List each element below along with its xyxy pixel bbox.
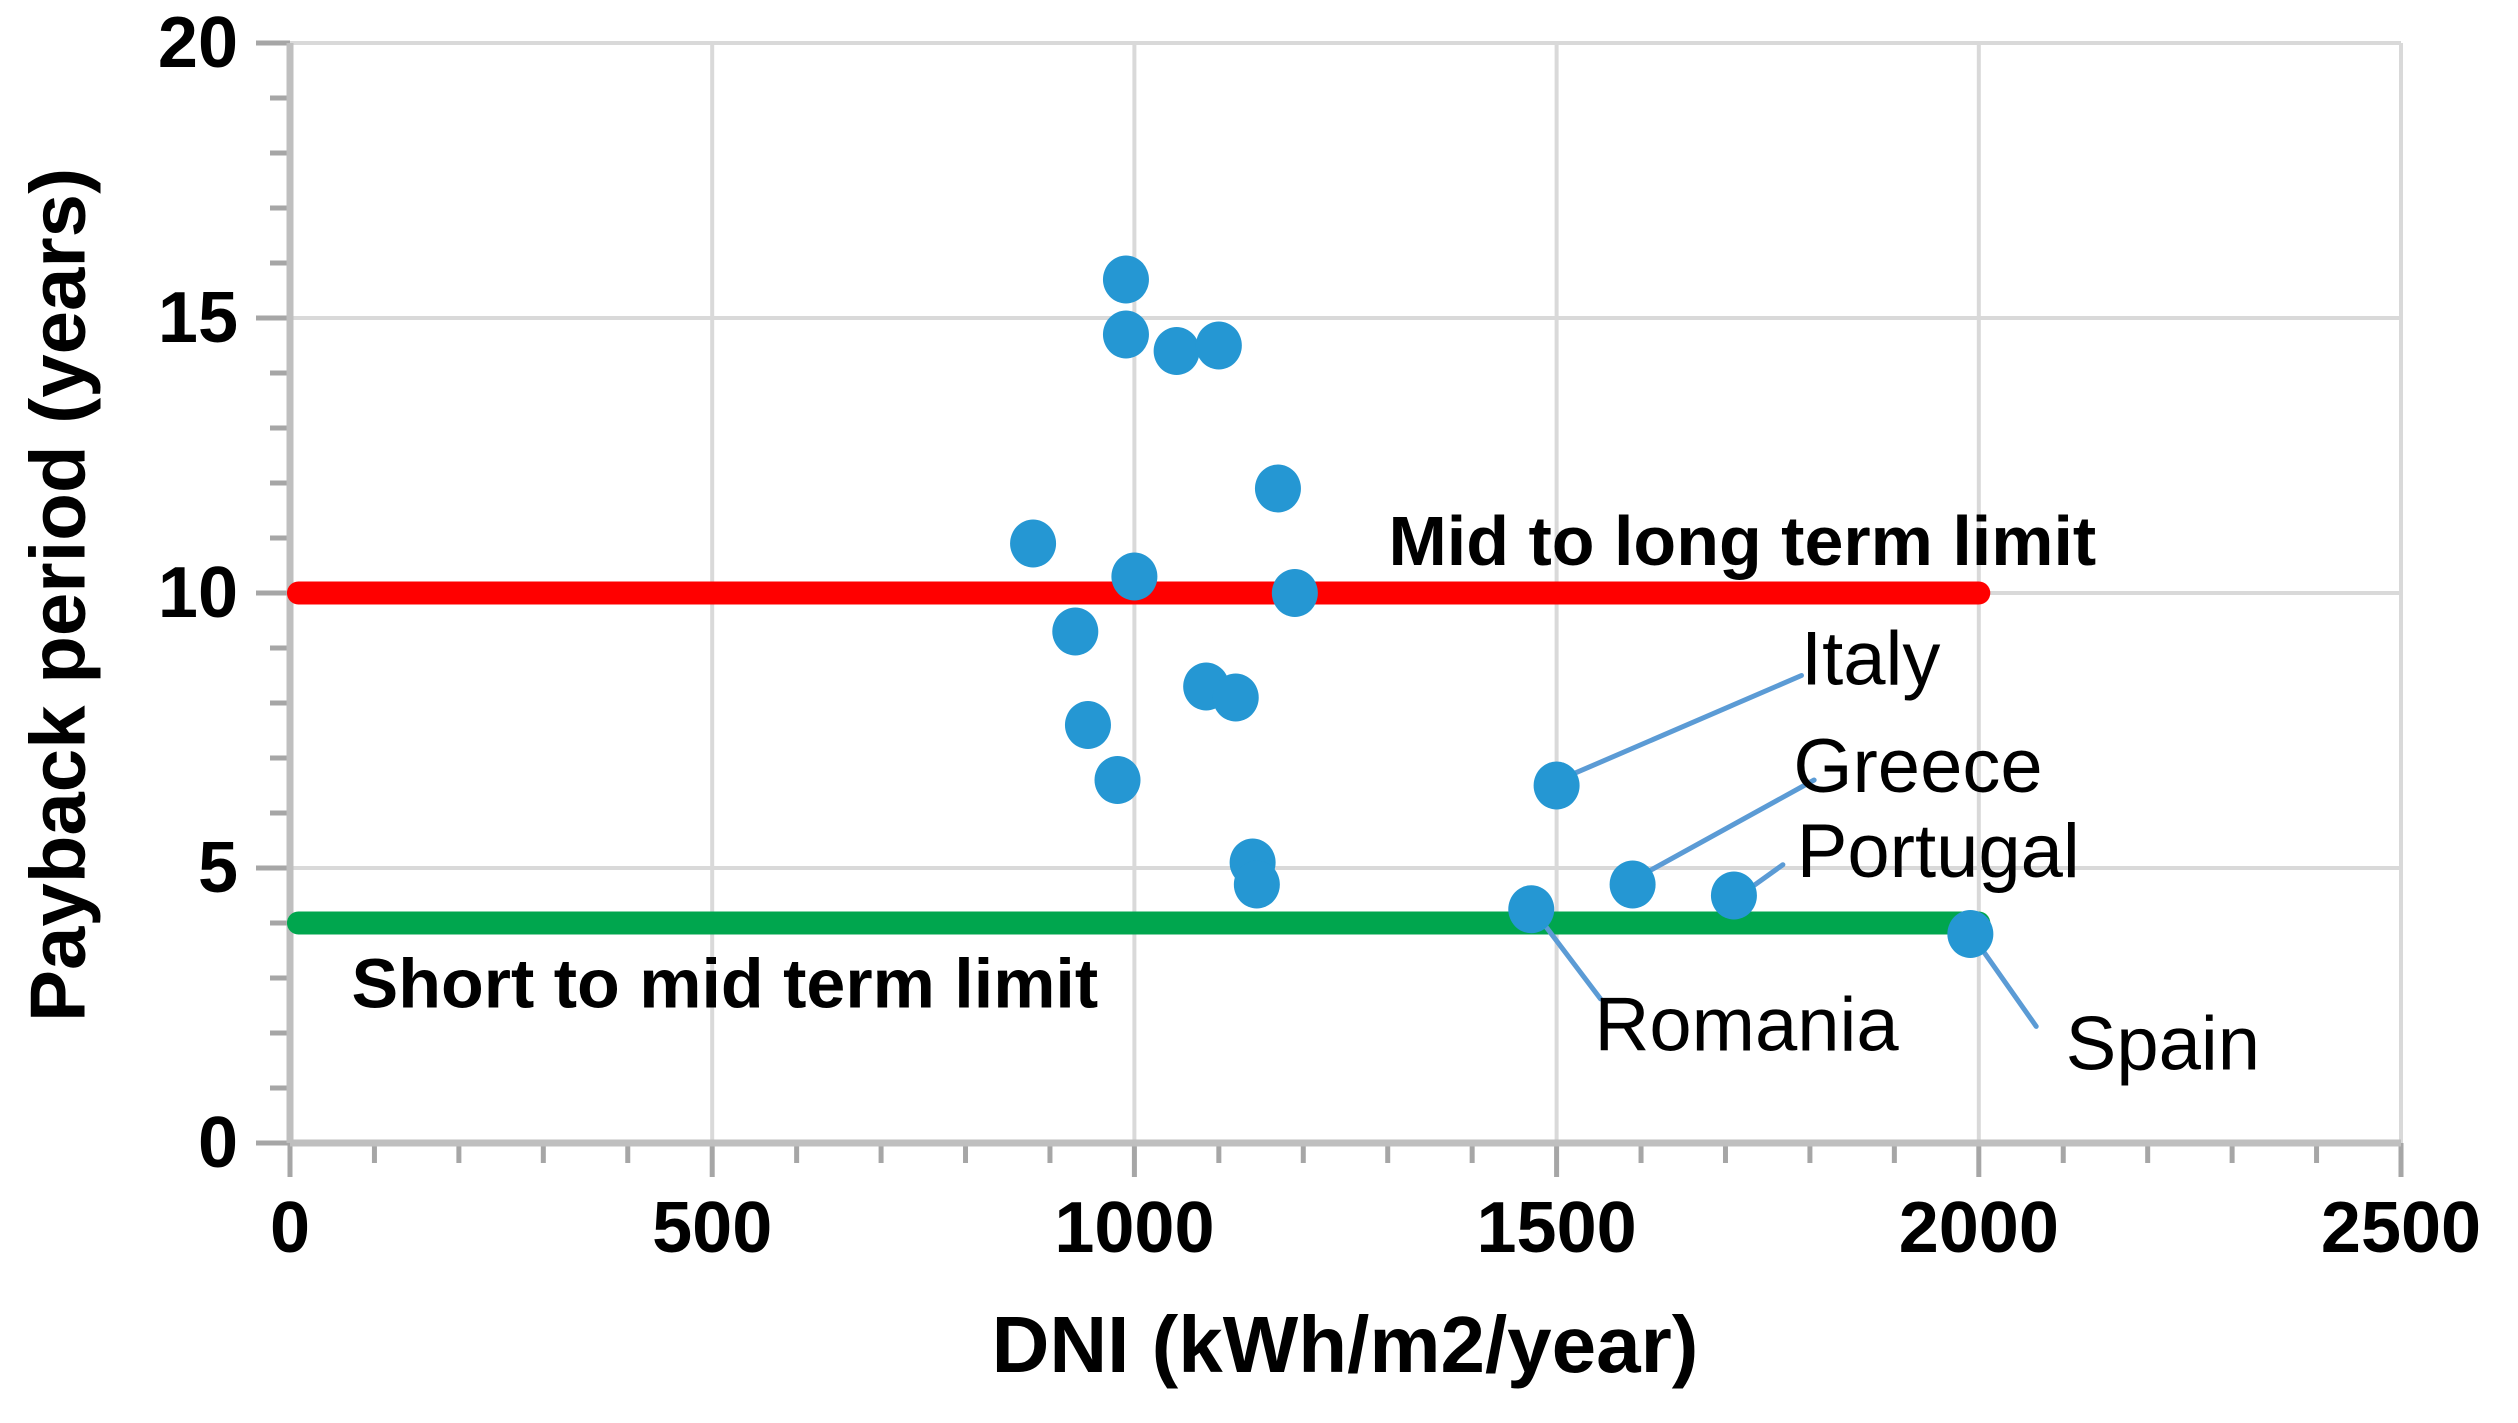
scatter-point-italy bbox=[1533, 761, 1580, 810]
x-tick-label-1500: 1500 bbox=[1477, 1188, 1637, 1268]
x-tick-label-2000: 2000 bbox=[1899, 1188, 2059, 1268]
leader-line-greece bbox=[1640, 777, 1817, 878]
leader-line-spain bbox=[1977, 944, 2039, 1029]
y-tick-label-0: 0 bbox=[198, 1103, 238, 1183]
scatter-point bbox=[1111, 552, 1158, 601]
leader-line-italy bbox=[1566, 673, 1804, 779]
annotation-label-romania: Romania bbox=[1595, 982, 1900, 1067]
annotation-label-greece: Greece bbox=[1793, 724, 2042, 809]
scatter-point bbox=[1094, 756, 1141, 804]
annotation-label-spain: Spain bbox=[2066, 1002, 2260, 1087]
scatter-point-romania bbox=[1508, 885, 1555, 934]
y-axis-title: Payback period (years) bbox=[13, 167, 102, 1023]
scatter-point bbox=[1153, 327, 1200, 375]
mid-to-long-term-limit-label: Mid to long term limit bbox=[1389, 502, 2097, 580]
scatter-point bbox=[1064, 701, 1111, 749]
x-tick-label-1000: 1000 bbox=[1054, 1188, 1214, 1268]
y-tick-label-15: 15 bbox=[158, 278, 238, 358]
scatter-point bbox=[1102, 255, 1149, 304]
annotation-label-italy: Italy bbox=[1801, 617, 1940, 702]
scatter-point bbox=[1212, 673, 1259, 722]
scatter-point bbox=[1010, 519, 1057, 568]
scatter-point bbox=[1102, 310, 1149, 359]
x-axis-title: DNI (kWh/m2/year) bbox=[991, 1300, 1699, 1389]
x-tick-label-2500: 2500 bbox=[2321, 1188, 2481, 1268]
scatter-point-greece bbox=[1609, 860, 1656, 909]
scatter-point bbox=[1254, 464, 1301, 513]
scatter-point bbox=[1195, 321, 1242, 370]
y-tick-label-20: 20 bbox=[158, 3, 238, 83]
annotation-label-portugal: Portugal bbox=[1797, 809, 2080, 894]
short-to-mid-term-limit-label: Short to mid term limit bbox=[352, 945, 1099, 1023]
leader-line-portugal bbox=[1746, 862, 1786, 892]
leader-line-romania bbox=[1538, 918, 1604, 1002]
y-tick-label-5: 5 bbox=[198, 828, 238, 908]
scatter-point bbox=[1233, 860, 1280, 909]
scatter-point-spain bbox=[1947, 910, 1994, 958]
x-tick-label-0: 0 bbox=[270, 1188, 310, 1268]
x-tick-label-500: 500 bbox=[652, 1188, 772, 1268]
scatter-point bbox=[1052, 607, 1099, 656]
scatter-point bbox=[1271, 569, 1318, 617]
scatter-point-portugal bbox=[1710, 871, 1757, 920]
y-tick-label-10: 10 bbox=[158, 553, 238, 633]
